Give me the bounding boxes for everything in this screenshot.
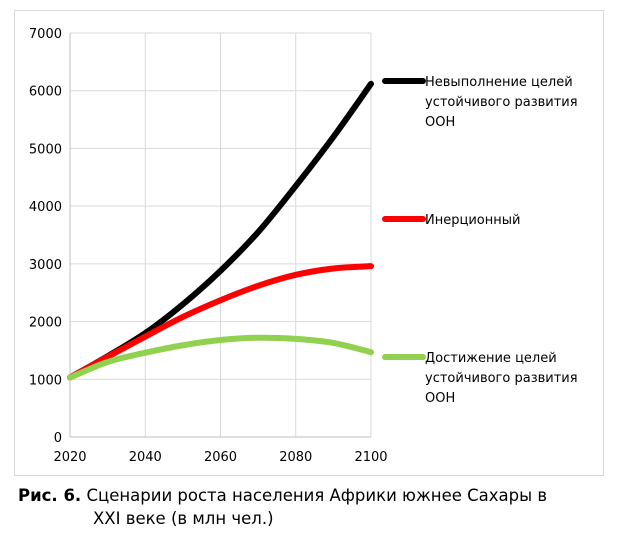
y-tick-label-3000: 3000 [29,258,62,273]
x-tick-label-2100: 2100 [354,450,387,465]
caption-text-1: Сценарии роста населения Африки южнее Са… [81,486,548,505]
y-tick-label-0: 0 [54,431,62,446]
y-tick-label-5000: 5000 [29,142,62,157]
legend-label-failure-3: ООН [425,115,455,130]
legend-label-achievement-2: устойчивого развития [425,371,578,386]
series-line-inertial [67,263,374,381]
x-tick-label-2020: 2020 [53,450,86,465]
legend-label-achievement-3: ООН [425,391,455,406]
y-tick-label-4000: 4000 [29,200,62,215]
legend-label-inertial-1: Инерционный [425,213,520,228]
legend-label-failure-1: Невыполнение целей [425,75,573,90]
x-tick-label-2060: 2060 [204,450,237,465]
y-tick-label-1000: 1000 [29,373,62,388]
y-tick-label-7000: 7000 [29,27,62,42]
caption-label: Рис. 6. [18,486,82,505]
series-lines [67,80,374,381]
caption-line-2: XXI веке (в млн чел.) [93,509,274,528]
y-tick-label-2000: 2000 [29,316,62,331]
x-tick-label-2080: 2080 [279,450,312,465]
figure-caption: Рис. 6. Сценарии роста населения Африки … [18,484,608,530]
caption-line-1: Рис. 6. Сценарии роста населения Африки … [18,484,608,507]
legend: Невыполнение целей устойчивого развития ОО… [382,75,578,406]
series-line-achievement [67,334,374,381]
chart-frame: 0 1000 2000 3000 4000 5000 6000 7000 2020 2040 20… [14,10,604,476]
y-tick-label-6000: 6000 [29,85,62,100]
x-tick-label-2040: 2040 [129,450,162,465]
legend-label-failure-2: устойчивого развития [425,95,578,110]
axes [69,33,371,438]
legend-label-achievement-1: Достижение целей [425,351,557,366]
y-axis-ticks: 0 1000 2000 3000 4000 5000 6000 7000 [29,27,62,446]
grid-lines [70,32,372,437]
x-axis-ticks: 2020 2040 2060 2080 2100 [53,450,387,465]
